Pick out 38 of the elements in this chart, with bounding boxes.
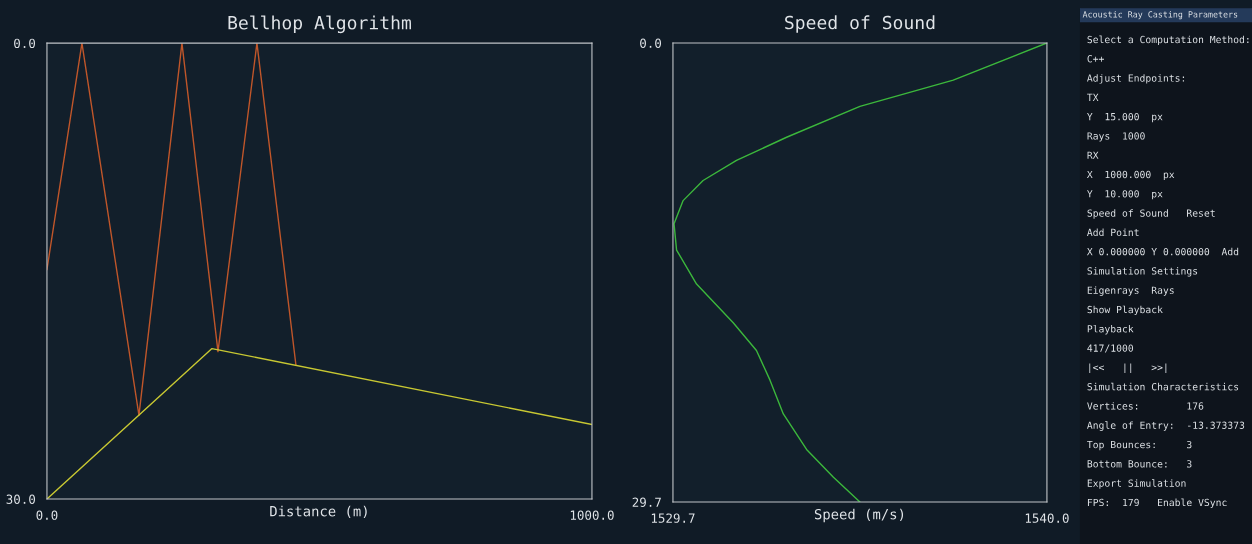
text: Export Simulation xyxy=(1087,479,1186,489)
text: Y 15.000 px xyxy=(1087,112,1163,123)
text: TX xyxy=(1087,93,1099,101)
text: Angle of Entry: -13.373373 xyxy=(1087,421,1245,431)
text: Top Bounces: 3 xyxy=(1087,440,1192,451)
text: Add Point xyxy=(1087,228,1139,237)
text: Adjust Endpoints: xyxy=(1087,74,1185,84)
x-tick-label: 1000.0 xyxy=(570,510,614,520)
y-tick-label: 29.7 xyxy=(632,497,661,507)
text: Show Playback xyxy=(1087,305,1163,316)
text: Select a Computation Method: xyxy=(1087,35,1249,46)
text: Rays 1000 xyxy=(1087,132,1145,142)
text: Playback xyxy=(1087,324,1134,335)
line-series xyxy=(46,43,297,417)
text: 417/1000 xyxy=(1087,344,1134,353)
text: Bottom Bounce: 3 xyxy=(1087,460,1192,468)
text: X 0.000000 Y 0.000000 Add xyxy=(1086,247,1239,256)
line-series xyxy=(673,42,1047,502)
text: RX xyxy=(1087,151,1099,159)
text: |<< || >>| xyxy=(1089,363,1167,374)
x-tick-label: 0.0 xyxy=(36,510,58,520)
text: Y 10.000 px xyxy=(1087,190,1163,200)
x-axis-title: Speed (m/s) xyxy=(814,508,904,523)
text: X 1000.000 px xyxy=(1086,170,1175,181)
text: Simulation Characteristics xyxy=(1087,382,1239,391)
text: Vertices: 176 xyxy=(1087,402,1204,410)
text: FPS: 179 Enable VSync xyxy=(1087,498,1227,509)
chart-title: Speed of Sound xyxy=(785,15,935,33)
x-tick-label: 1529.7 xyxy=(651,513,695,523)
chart-title: Bellhop Algorithm xyxy=(228,15,411,34)
text: Speed of Sound Reset xyxy=(1087,209,1215,219)
x-axis-title: Distance (m) xyxy=(270,505,367,519)
x-tick-label: 1540.0 xyxy=(1025,513,1069,523)
text: Simulation Settings xyxy=(1087,267,1198,277)
text: Eigenrays Rays xyxy=(1087,286,1174,296)
y-tick-label: 30.0 xyxy=(6,494,36,504)
text: Acoustic Ray Casting Parameters xyxy=(1082,11,1238,20)
text: C++ xyxy=(1087,55,1104,63)
